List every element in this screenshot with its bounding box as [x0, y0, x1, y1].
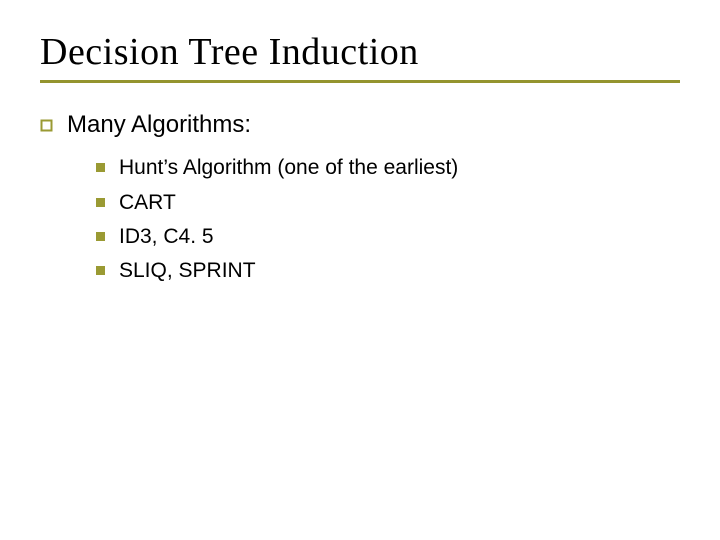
slide: Decision Tree Induction Many Algorithms:…: [0, 0, 720, 540]
square-filled-bullet-icon: [96, 232, 105, 241]
slide-body: Many Algorithms: Hunt’s Algorithm (one o…: [40, 109, 680, 286]
list-item-label: Many Algorithms:: [67, 109, 251, 140]
square-filled-bullet-icon: [96, 198, 105, 207]
list-item: SLIQ, SPRINT: [96, 257, 680, 285]
square-filled-bullet-icon: [96, 163, 105, 172]
list-item: CART: [96, 189, 680, 217]
list-item: ID3, C4. 5: [96, 223, 680, 251]
list-item: Hunt’s Algorithm (one of the earliest): [96, 154, 680, 182]
list-item-label: Hunt’s Algorithm (one of the earliest): [119, 154, 458, 182]
list-item: Many Algorithms:: [40, 109, 680, 140]
slide-title: Decision Tree Induction: [40, 30, 680, 74]
sublist: Hunt’s Algorithm (one of the earliest) C…: [96, 154, 680, 285]
list-item-label: SLIQ, SPRINT: [119, 257, 256, 285]
square-outline-bullet-icon: [40, 119, 53, 132]
list-item-label: CART: [119, 189, 176, 217]
list-item-label: ID3, C4. 5: [119, 223, 214, 251]
title-underline: [40, 80, 680, 83]
square-filled-bullet-icon: [96, 266, 105, 275]
